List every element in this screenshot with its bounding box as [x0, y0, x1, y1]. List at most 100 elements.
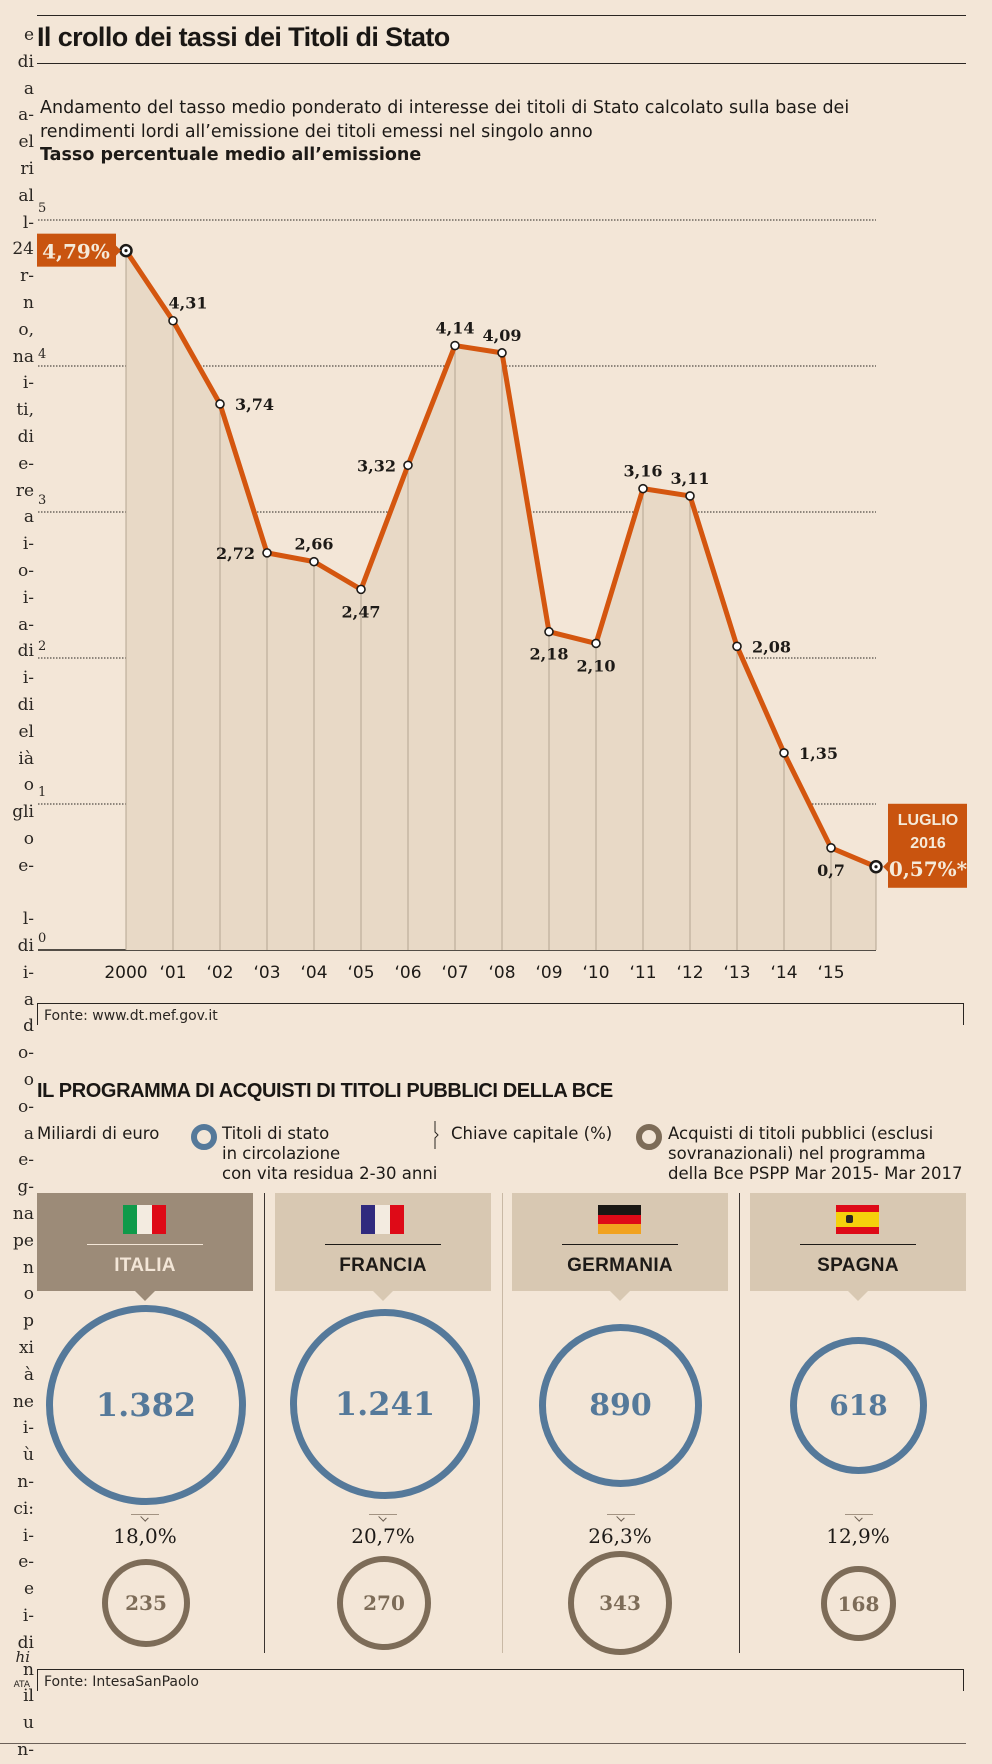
x-tick-label: ‘15: [817, 963, 844, 983]
column-divider: [739, 1193, 740, 1653]
chart-subtitle: Andamento del tasso medio ponderato di i…: [40, 98, 850, 142]
data-label: 2,66: [295, 535, 334, 554]
callout-year: 2016: [910, 835, 946, 852]
callout-month: LUGLIO: [898, 812, 958, 829]
capital-key-bracket-icon: [131, 1514, 159, 1521]
data-point: [591, 638, 601, 649]
outstanding-ring: 1.241: [290, 1309, 480, 1499]
country-header: SPAGNA: [750, 1193, 966, 1301]
data-label: 4,79%: [42, 240, 110, 264]
data-label: 4,09: [483, 326, 522, 345]
x-tick-label: ‘08: [488, 963, 515, 983]
data-point-center: [874, 865, 878, 869]
y-tick-label: 3: [38, 493, 46, 508]
data-label: 0,7: [817, 861, 845, 880]
legend-capital-key: Chiave capitale (%): [451, 1124, 613, 1143]
data-point: [168, 315, 178, 326]
header-rule: [800, 1244, 916, 1245]
data-label: 3,74: [235, 395, 274, 414]
purchases-ring-legend-icon: [636, 1124, 662, 1150]
capital-key-value: 20,7%: [351, 1524, 415, 1548]
y-axis-unit-label: Tasso percentuale medio all’emissione: [40, 145, 422, 165]
country-name: SPAGNA: [817, 1255, 899, 1276]
purchases-ring: 343: [568, 1551, 672, 1655]
capital-key-bracket-icon: [369, 1514, 397, 1521]
bce-source: Fonte: IntesaSanPaolo: [37, 1669, 964, 1691]
data-point: [826, 842, 836, 853]
y-tick-label: 1: [38, 785, 46, 800]
country-name: ITALIA: [114, 1255, 176, 1276]
purchases-ring: 235: [102, 1559, 190, 1647]
data-point: [356, 584, 366, 595]
legend-purchases: Acquisti di titoli pubblici (esclusi sov…: [668, 1124, 963, 1183]
x-tick-label: 2000: [104, 963, 147, 983]
header-rule: [325, 1244, 441, 1245]
data-point: [638, 483, 648, 494]
x-tick-label: ‘01: [159, 963, 186, 983]
x-tick-label: ‘14: [770, 963, 797, 983]
country-column-italia: ITALIA: [37, 1193, 253, 1301]
x-tick-label: ‘06: [394, 963, 421, 983]
capital-key-value: 26,3%: [588, 1524, 652, 1548]
country-column-germania: GERMANIA: [512, 1193, 728, 1301]
unit-label: Miliardi di euro: [37, 1124, 160, 1143]
legend-outstanding: Titoli di stato in circolazione con vita…: [222, 1124, 438, 1183]
data-label: 3,32: [357, 456, 396, 475]
outstanding-ring: 618: [790, 1337, 927, 1474]
header-rule: [87, 1244, 203, 1245]
outstanding-ring: 1.382: [46, 1305, 246, 1505]
outstanding-ring-legend-icon: [191, 1124, 217, 1150]
data-point: [262, 548, 272, 558]
data-point: [403, 460, 413, 471]
callout-pointer: [883, 861, 888, 872]
x-tick-label: ‘02: [206, 963, 233, 983]
data-point: [309, 556, 319, 567]
country-header: GERMANIA: [512, 1193, 728, 1301]
purchases-ring: 168: [821, 1566, 896, 1641]
x-tick-label: ‘10: [582, 963, 609, 983]
point-layer: [119, 243, 883, 874]
x-tick-label: ‘12: [676, 963, 703, 983]
x-tick-label: ‘09: [535, 963, 562, 983]
adjacent-article-column: e di a a- el ri al l- 24 r- n o, na i- t…: [12, 25, 34, 1760]
column-divider: [264, 1193, 265, 1653]
country-name: GERMANIA: [567, 1255, 673, 1276]
germany-flag-icon: [598, 1205, 641, 1235]
spain-flag-icon: [836, 1205, 879, 1234]
bce-section-title: IL PROGRAMMA DI ACQUISTI DI TITOLI PUBBL…: [37, 1080, 613, 1102]
capital-key-bracket-icon: [845, 1514, 873, 1521]
italy-flag-icon: [123, 1205, 166, 1234]
data-label: 3,16: [624, 462, 663, 481]
data-label: 4,31: [169, 294, 208, 313]
data-point: [450, 340, 460, 351]
chart-title: Il crollo dei tassi dei Titoli di Stato: [37, 22, 450, 52]
start-value-callout: [37, 233, 116, 267]
data-label: 2,08: [752, 637, 791, 656]
capital-key-value: 12,9%: [826, 1524, 890, 1548]
data-point: [215, 399, 225, 409]
area-layer: [125, 250, 877, 950]
data-label: 2,72: [216, 544, 255, 563]
data-point-center: [124, 249, 128, 253]
adjacent-article-byline: hi: [15, 1648, 30, 1666]
top-rule: [37, 15, 966, 16]
end-value-callout: [888, 803, 967, 888]
purchases-ring: 270: [337, 1556, 431, 1650]
data-point: [497, 348, 507, 358]
data-label: 2,47: [342, 602, 381, 621]
callout-pointer: [116, 245, 121, 256]
data-label: 3,11: [671, 469, 710, 488]
x-tick-label: ‘11: [629, 963, 656, 983]
country-name: FRANCIA: [339, 1255, 427, 1276]
adjacent-article-copyright: ATA: [13, 1680, 30, 1690]
y-tick-label: 0: [38, 931, 46, 946]
data-point: [732, 641, 742, 652]
data-label: 0,57%*: [889, 857, 968, 881]
bracket-legend-icon: [434, 1121, 439, 1149]
capital-key-bracket-icon: [607, 1514, 635, 1521]
x-tick-label: ‘13: [723, 963, 750, 983]
rates-line-chart: 0 1 2 3 4 5 2000 ‘01 ‘02 ‘03 ‘04 ‘05 ‘06 ‘07 ‘08 ‘09 ‘10…: [37, 201, 968, 983]
x-tick-label: ‘04: [300, 963, 327, 983]
x-tick-label: ‘03: [253, 963, 280, 983]
chart-source: Fonte: www.dt.mef.gov.it: [37, 1003, 964, 1025]
